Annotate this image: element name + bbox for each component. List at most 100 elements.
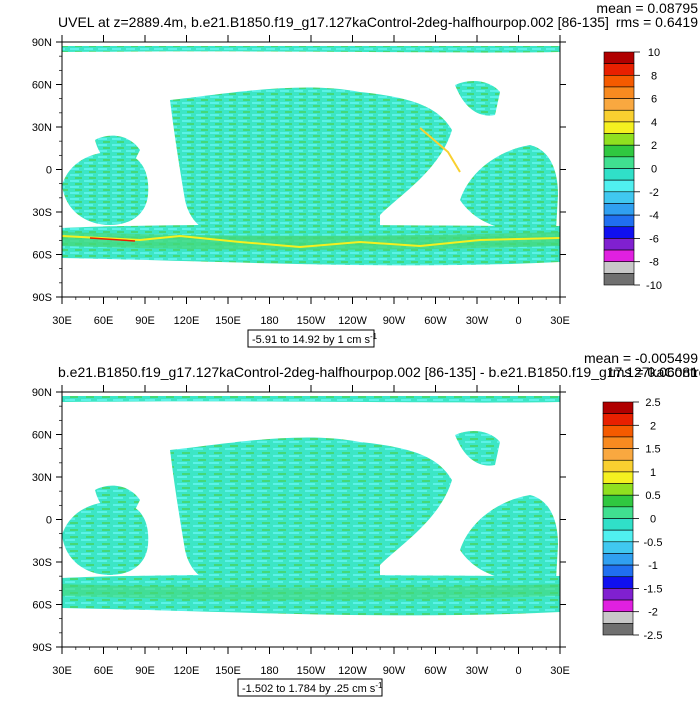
panel-1-rms: rms = 0.6419 xyxy=(616,14,698,30)
colorbar-label: 2.5 xyxy=(645,397,660,409)
colorbar-swatch xyxy=(603,121,635,134)
svg-text:-1.502 to 1.784 by .25 cm s-1: -1.502 to 1.784 by .25 cm s-1 xyxy=(242,681,383,695)
colorbar-swatch xyxy=(603,133,635,146)
panel-1-colorbar: 10 8 6 4 2 0 -2 -4 -6 -8 -10 xyxy=(603,47,662,292)
colorbar-swatch xyxy=(603,168,635,181)
lon-tick-label: 180 xyxy=(260,665,278,677)
colorbar-label: 2 xyxy=(650,420,656,432)
lat-tick-label: 60N xyxy=(32,80,52,92)
lon-tick-label: 60E xyxy=(94,665,114,677)
colorbar-label: -6 xyxy=(649,233,659,245)
panel-1-contour-info-box: -5.91 to 14.92 by 1 cm s-1 xyxy=(247,329,378,348)
colorbar-swatch xyxy=(602,599,634,612)
colorbar-label: 2 xyxy=(651,140,657,152)
lat-tick-label: 90N xyxy=(32,37,52,49)
colorbar-swatch xyxy=(602,553,634,566)
colorbar-label: 1.5 xyxy=(645,444,660,456)
colorbar-swatch xyxy=(602,494,634,508)
colorbar-swatch xyxy=(602,424,634,438)
colorbar-swatch xyxy=(602,448,634,461)
colorbar-label: 6 xyxy=(651,94,657,106)
colorbar-swatch xyxy=(603,179,635,193)
colorbar-swatch xyxy=(602,459,634,473)
panel-2-ocean-field xyxy=(62,396,560,616)
panel-1-ocean-field xyxy=(61,46,561,266)
panel-2-rms: rms = 0.06081 xyxy=(608,364,698,380)
colorbar-label: 0 xyxy=(651,164,657,176)
panel-2-contour-unit-exp: -1 xyxy=(375,681,383,690)
colorbar-label: -10 xyxy=(646,280,662,292)
panel-1-mean: mean = 0.08795 xyxy=(596,0,698,16)
colorbar-swatch xyxy=(602,611,634,624)
lon-tick-label: 150E xyxy=(215,665,241,677)
lat-tick-label: 0 xyxy=(46,515,52,527)
colorbar-label: -2.5 xyxy=(644,630,663,642)
lat-tick-label: 60S xyxy=(32,600,52,612)
lat-tick-label: 90N xyxy=(32,387,52,399)
panel-1: UVEL at z=2889.4m, b.e21.B1850.f19_g17.1… xyxy=(32,0,698,348)
colorbar-swatch xyxy=(603,51,635,64)
colorbar-swatch xyxy=(602,623,634,636)
colorbar-swatch xyxy=(603,249,635,263)
lon-tick-label: 30E xyxy=(52,665,72,677)
colorbar-label: -2 xyxy=(649,187,659,199)
panel-1-contour-info: -5.91 to 14.92 by 1 cm s xyxy=(252,334,371,346)
lon-tick-label: 60W xyxy=(424,665,447,677)
lat-tick-label: 90S xyxy=(32,292,52,304)
colorbar-label: -2 xyxy=(648,607,658,619)
panel-2-title: b.e21.B1850.f19_g17.127kaControl-2deg-ha… xyxy=(58,364,700,380)
panel-2-mean: mean = -0.005499 xyxy=(584,350,698,366)
colorbar-swatch xyxy=(603,191,635,204)
panel-2-contour-info-box: -1.502 to 1.784 by .25 cm s-1 xyxy=(237,678,383,697)
colorbar-swatch xyxy=(602,588,634,601)
colorbar-swatch xyxy=(603,273,635,286)
colorbar-swatch xyxy=(603,98,635,111)
colorbar-swatch xyxy=(602,401,634,414)
lon-tick-label: 60W xyxy=(424,315,447,327)
lon-tick-label: 30W xyxy=(466,315,489,327)
colorbar-label: 0.5 xyxy=(645,490,660,502)
lat-tick-label: 30N xyxy=(32,472,52,484)
colorbar-label: -4 xyxy=(649,210,659,222)
colorbar-swatch xyxy=(603,144,635,158)
colorbar-label: 0 xyxy=(650,514,656,526)
colorbar-swatch xyxy=(603,214,635,228)
lon-tick-label: 60E xyxy=(94,315,114,327)
colorbar-swatch xyxy=(603,261,635,274)
lat-tick-label: 60S xyxy=(32,250,52,262)
svg-text:-5.91 to 14.92 by 1 cm s-1: -5.91 to 14.92 by 1 cm s-1 xyxy=(252,332,378,346)
colorbar-swatch xyxy=(603,156,635,169)
lon-tick-label: 150W xyxy=(297,665,326,677)
lat-tick-label: 30S xyxy=(32,557,52,569)
lat-tick-label: 90S xyxy=(32,642,52,654)
panel-1-title: UVEL at z=2889.4m, b.e21.B1850.f19_g17.1… xyxy=(58,14,609,30)
lon-tick-label: 0 xyxy=(515,315,521,327)
lon-tick-label: 150W xyxy=(297,315,326,327)
lon-tick-label: 120W xyxy=(338,665,367,677)
colorbar-swatch xyxy=(603,226,635,239)
colorbar-swatch xyxy=(602,471,634,484)
panel-2-contour-info: -1.502 to 1.784 by .25 cm s xyxy=(242,683,376,695)
colorbar-swatch xyxy=(603,63,635,76)
colorbar-swatch xyxy=(603,203,635,216)
lon-tick-label: 90W xyxy=(383,315,406,327)
lat-tick-label: 30N xyxy=(32,122,52,134)
panel-2-colorbar: 2.5 2 1.5 1 0.5 0 -0.5 -1 -1.5 -2 -2.5 xyxy=(602,397,663,642)
panel-1-contour-unit-exp: -1 xyxy=(370,332,378,341)
colorbar-label: -8 xyxy=(649,257,659,269)
colorbar-label: -1.5 xyxy=(644,583,663,595)
colorbar-label: 4 xyxy=(651,117,657,129)
colorbar-swatch xyxy=(602,564,634,578)
lat-tick-label: 0 xyxy=(46,165,52,177)
colorbar-label: 8 xyxy=(651,70,657,82)
colorbar-swatch xyxy=(602,529,634,543)
colorbar-label: 1 xyxy=(650,467,656,479)
lon-tick-label: 120E xyxy=(174,665,200,677)
colorbar-swatch xyxy=(603,238,635,251)
lon-tick-label: 120W xyxy=(338,315,367,327)
lon-tick-label: 30W xyxy=(466,665,489,677)
lon-tick-label: 90E xyxy=(135,315,155,327)
